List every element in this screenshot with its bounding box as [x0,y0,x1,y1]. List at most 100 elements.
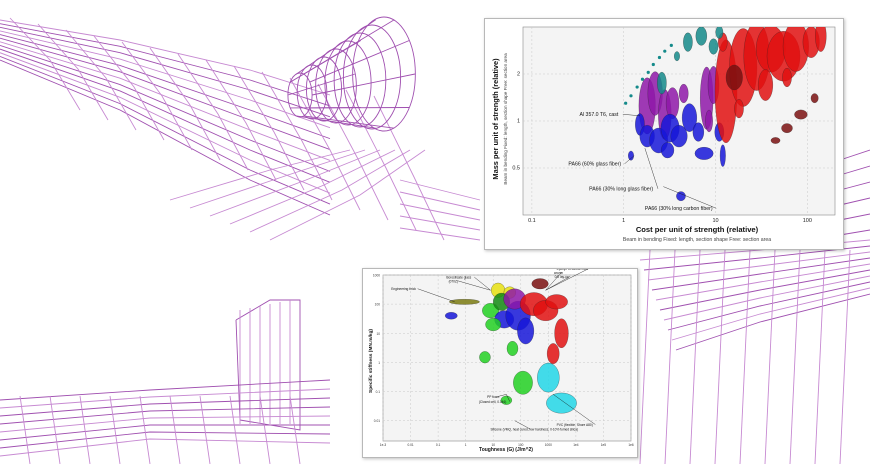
x-axis-subtitle: Beam in bending Fixed: length, section s… [623,237,771,243]
x-tick-label: 1e6 [628,443,634,447]
wireframe-line [109,395,121,464]
material-bubble [781,123,793,133]
x-tick-label: 1e4 [573,443,579,447]
annotation-label: Engineering brick [391,287,416,291]
x-tick-label: 1 [622,218,625,224]
annotation-leader [644,148,659,189]
material-bubble [531,278,549,290]
x-tick-label: 1000 [545,443,552,447]
annotation-label: Silicone (VMQ, heat cured, low hardness,… [491,428,579,432]
y-axis-title: Mass per unit of strength (relative) [491,58,500,180]
wireframe-line [0,48,331,183]
wireframe-line [399,179,481,201]
annotation-leader [624,155,635,164]
wireframe-line [0,379,331,401]
material-bubble [479,351,491,364]
wireframe-lines [0,16,870,464]
material-dot [640,77,645,81]
wireframe-line [839,165,870,176]
wireframe-line [37,23,109,121]
wireframe-line [296,19,376,75]
wireframe-line [19,395,31,464]
wireframe-line [205,59,277,181]
material-bubble [676,191,686,201]
wireframe-line [309,40,410,83]
wireframe-line [839,213,870,221]
bubble-layer [445,278,577,414]
y-tick-label: 100 [375,303,381,307]
engine-ring [352,16,416,132]
wireframe-line [399,203,481,221]
annotation-leader [545,272,562,291]
wireframe-line [714,249,726,464]
material-dot [629,94,633,98]
wireframe-line [0,23,331,107]
wireframe-line [399,215,481,231]
wireframe-line [814,249,826,464]
wireframe-line [289,77,361,211]
material-bubble [657,72,667,95]
wireframe-line [139,395,151,464]
material-bubble [815,27,827,52]
material-bubble [546,343,560,364]
annotation-leader [457,280,491,291]
wireframe-line [229,149,396,225]
cost-vs-mass-chart-svg: Al 357.0 T6, cast PA66 (60% glass fiber) P… [491,26,836,243]
material-dot [651,62,655,67]
x-tick-label: 0.1 [528,218,536,224]
y-axis-subtitle: Beam in bending Fixed: length, section s… [503,53,508,185]
annotation-layer: Engineering brick Borosilicate glass(070Z… [391,269,596,432]
annotation-leader [553,394,596,425]
wireframe-line [839,197,870,206]
wireframe-line [199,395,211,464]
wireframe-line [839,249,851,464]
material-bubble [782,67,792,87]
engine-ring [324,40,372,126]
wireframe-line [789,249,801,464]
wireframe-line [764,249,776,464]
y-tick-label: 1 [378,361,380,365]
wireframe-line [79,395,91,464]
x-tick-label: 10 [491,443,495,447]
wireframe-line [261,71,333,201]
wireframe-line [169,149,351,201]
material-bubble [670,125,688,148]
y-tick-label: 1 [517,119,520,125]
material-bubble [715,27,724,39]
material-dot [635,85,639,89]
annotation-label: woven [554,271,563,275]
material-bubble [678,84,689,103]
x-tick-label: 0.1 [436,443,441,447]
material-bubble [695,27,707,46]
wireframe-line [0,26,331,118]
material-dot [657,55,662,60]
material-bubble [725,64,743,91]
annotation-label: Borosilicate glass [446,276,471,280]
wireframe-line [0,45,331,172]
wireframe-line [0,415,331,433]
wireframe-line [0,424,330,441]
annotation-leader [545,276,571,291]
material-bubble [545,294,568,310]
toughness-vs-stiffness-chart: Engineering brick Borosilicate glass (070Z… [362,268,638,458]
annotation-label: PVC (flexible, Shore A80) [557,423,593,427]
y-axis-title: Specific stiffness (MN.m/kg) [368,329,374,393]
annotation-leader [663,186,717,209]
material-bubble [445,312,458,320]
wireframe-line [149,47,221,161]
y-tick-label: 0.01 [374,419,380,423]
wireframe-line [655,263,870,301]
wireframe-line [93,35,165,141]
annotation-label: PP foam [487,395,500,399]
annotation-leader [545,269,589,291]
x-tick-label: 0.01 [407,443,413,447]
material-bubble [660,142,675,159]
annotation-label: 0/0 lay-up [555,275,569,279]
material-bubble [674,51,680,62]
wireframe-line [671,287,870,341]
x-axis-title: Cost per unit of strength (relative) [636,225,759,234]
wireframe-line [839,149,870,161]
wireframe-line [739,249,751,464]
material-bubble [708,38,719,55]
wireframe-line [667,281,870,331]
